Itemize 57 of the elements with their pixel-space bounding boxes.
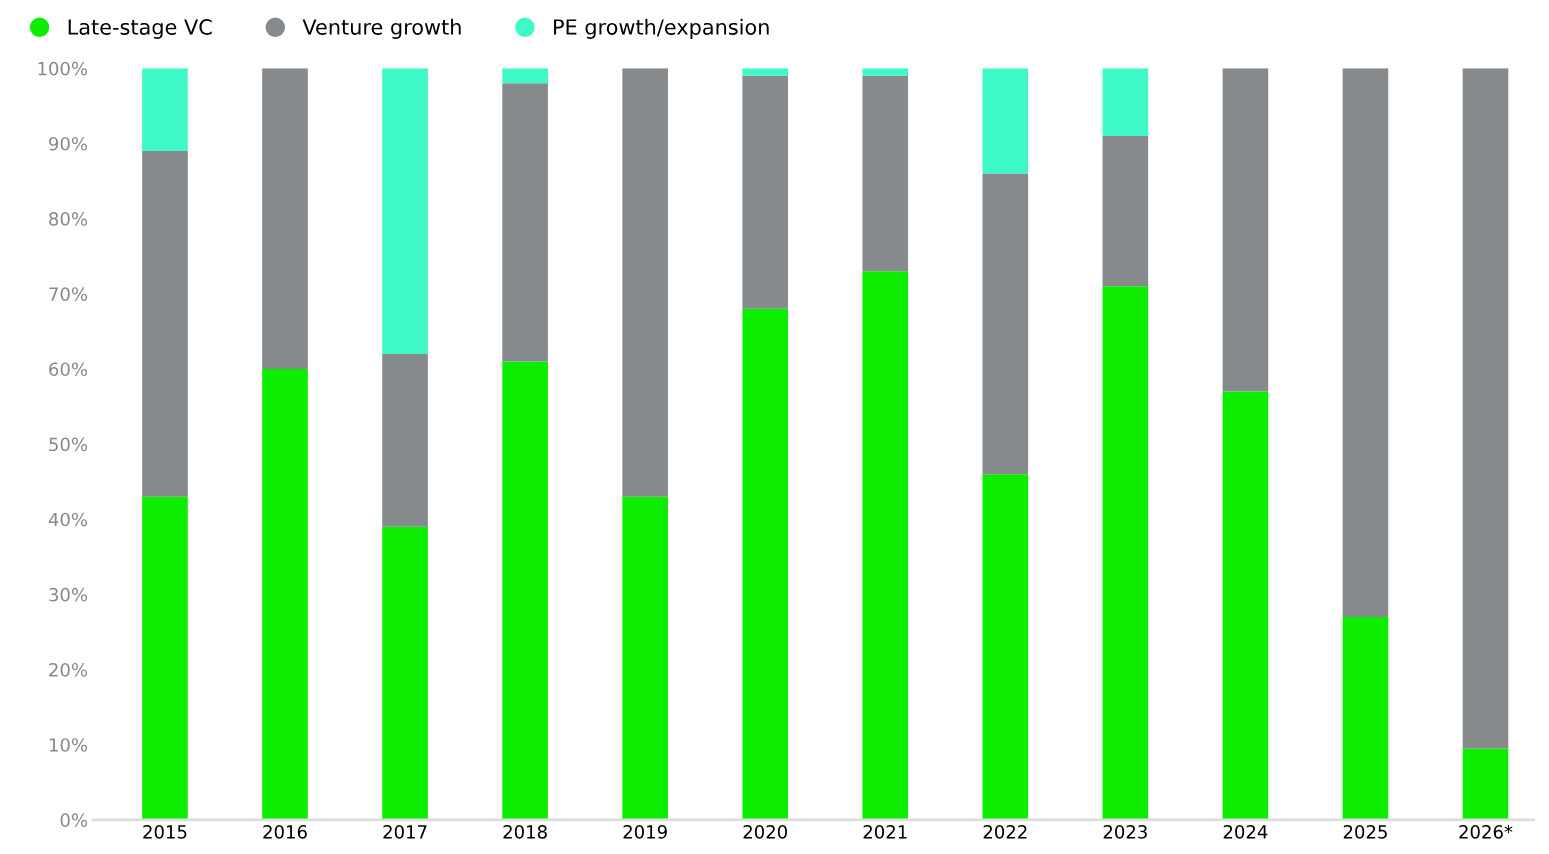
bar <box>1342 68 1389 617</box>
y-tick-label: 90% <box>49 136 88 151</box>
y-tick-label: 80% <box>49 212 88 226</box>
x-tick-label: 2022 <box>983 825 1027 839</box>
x-tick-label: 2024 <box>1223 825 1268 839</box>
x-tick-label: 2025 <box>1343 825 1387 839</box>
bar <box>622 68 668 497</box>
x-tick-label: 2018 <box>503 825 547 839</box>
bar <box>1102 286 1149 820</box>
legend-label: PE growth/expansion <box>554 18 769 39</box>
y-tick-label: 70% <box>49 287 88 301</box>
bar <box>262 368 308 820</box>
bar <box>382 526 428 820</box>
x-tick-label: 2019 <box>623 825 667 839</box>
y-tick-label: 20% <box>49 663 88 677</box>
y-tick-label: 0% <box>60 813 88 827</box>
bar <box>1342 616 1389 820</box>
y-tick-label: 100% <box>38 61 88 76</box>
bar <box>1462 748 1509 820</box>
bar <box>502 83 548 362</box>
x-tick-label: 2023 <box>1103 825 1147 839</box>
y-tick-label: 10% <box>49 738 88 752</box>
bar <box>382 353 428 527</box>
bar <box>142 150 188 497</box>
x-tick-label: 2015 <box>143 825 187 839</box>
bar <box>142 496 188 820</box>
bar <box>742 68 789 76</box>
bar <box>1102 68 1149 136</box>
bar <box>982 68 1029 174</box>
bar <box>142 68 188 151</box>
x-tick-label: 2020 <box>743 825 787 839</box>
x-tick-label: 2016 <box>263 825 307 839</box>
bar <box>1222 391 1269 820</box>
bar <box>1222 68 1269 392</box>
bar <box>862 75 909 272</box>
x-tick-label: 2017 <box>383 825 427 839</box>
y-tick-label: 30% <box>49 587 88 602</box>
bar <box>862 271 909 820</box>
bar <box>262 68 308 369</box>
legend-label: Late-stage VC <box>68 19 212 39</box>
bar <box>982 173 1029 475</box>
legend-label: Venture growth <box>302 18 461 39</box>
bar <box>622 496 668 820</box>
bar <box>502 68 548 84</box>
bar <box>1102 135 1149 287</box>
bar <box>382 68 428 354</box>
x-tick-label: 2026* <box>1459 825 1513 839</box>
bar <box>1462 68 1509 749</box>
bar <box>982 474 1029 820</box>
bar <box>742 75 789 309</box>
y-tick-label: 60% <box>49 362 88 377</box>
bar <box>742 308 789 820</box>
y-tick-label: 50% <box>49 437 88 452</box>
y-tick-label: 40% <box>48 512 88 527</box>
bar <box>502 361 548 820</box>
bar <box>862 68 909 76</box>
x-tick-label: 2021 <box>863 825 907 839</box>
